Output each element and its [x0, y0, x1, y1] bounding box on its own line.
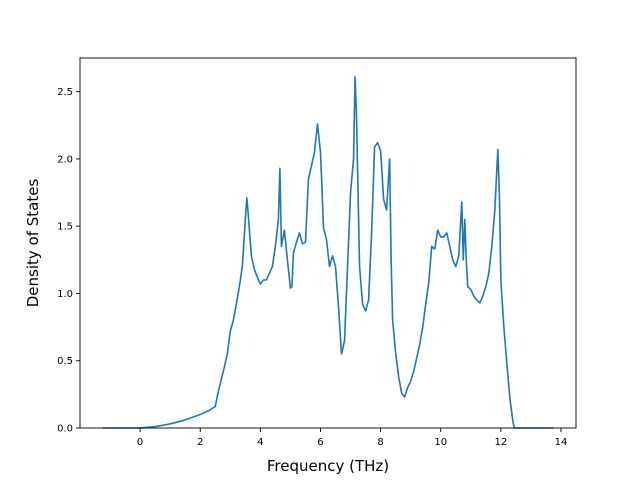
- x-tick-label: 8: [377, 437, 383, 448]
- y-axis-ticks: 0.0 0.5 1.0 1.5 2.0 2.5: [57, 87, 80, 435]
- plot-area: [102, 76, 554, 429]
- series-line-0: [102, 76, 554, 429]
- x-tick-label: 12: [494, 437, 507, 448]
- x-tick-label: 0: [137, 437, 143, 448]
- y-tick-label: 1.0: [57, 289, 73, 300]
- x-axis-ticks: 0 2 4 6 8 10 12 14: [137, 428, 567, 448]
- x-tick-label: 4: [257, 437, 263, 448]
- y-axis-label: Density of States: [24, 179, 42, 308]
- y-tick-label: 0.5: [57, 356, 73, 367]
- y-tick-label: 2.0: [57, 154, 73, 165]
- y-tick-label: 0.0: [57, 424, 73, 435]
- axes-frame: [79, 57, 577, 429]
- x-tick-label: 10: [434, 437, 447, 448]
- x-tick-label: 2: [197, 437, 203, 448]
- x-tick-label: 6: [317, 437, 323, 448]
- y-tick-label: 1.5: [57, 222, 73, 233]
- y-tick-label: 2.5: [57, 87, 73, 98]
- x-axis-label: Frequency (THz): [267, 457, 389, 475]
- x-tick-label: 14: [555, 437, 568, 448]
